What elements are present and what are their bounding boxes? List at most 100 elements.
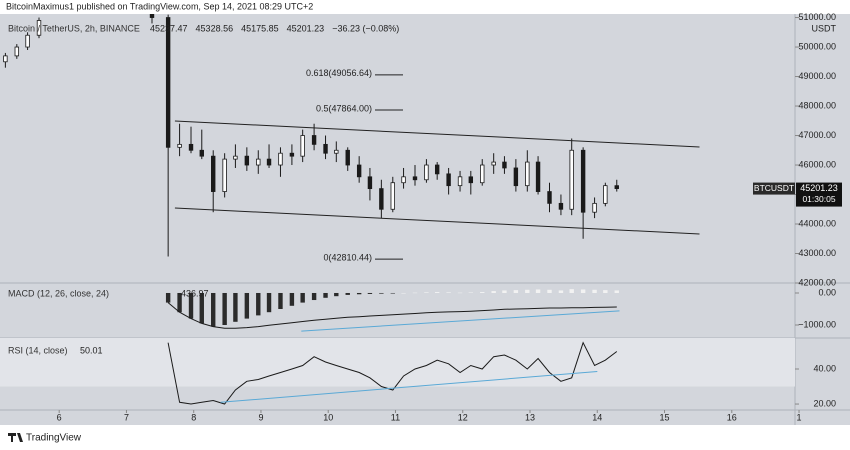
y-tick-label: 51000.00	[798, 12, 836, 22]
macd-histogram-bar	[345, 292, 350, 295]
y-tick-label: 44000.00	[798, 218, 836, 228]
macd-histogram-bar	[188, 292, 194, 319]
candle-body	[603, 185, 608, 204]
candle-body	[535, 161, 541, 192]
macd-histogram-bar	[569, 289, 574, 293]
candle-body	[446, 173, 451, 187]
candle-body	[256, 158, 261, 166]
channel-line	[174, 120, 700, 148]
candle-body	[367, 176, 373, 190]
fib-label: 0.5(47864.00)	[316, 103, 372, 113]
x-tick-label: 7	[124, 412, 129, 422]
symbol-title: Bitcoin / TetherUS, 2h, BINANCE	[8, 23, 140, 33]
macd-trendline	[301, 310, 620, 332]
candle-body	[300, 135, 305, 157]
candle-body	[457, 176, 463, 187]
candle-body	[525, 161, 530, 187]
macd-histogram-bar	[592, 289, 597, 293]
ohlc-legend-value: −36.23 (−0.08%)	[332, 23, 399, 33]
macd-histogram-bar	[278, 292, 283, 309]
x-tick-label: 11	[391, 412, 400, 422]
macd-histogram-bar	[480, 292, 485, 293]
candle-body	[149, 14, 155, 18]
y-tick-label: 50000.00	[798, 41, 836, 51]
macd-histogram-bar	[468, 292, 474, 294]
rsi-legend-value: 50.01	[80, 345, 103, 355]
macd-histogram-bar	[535, 289, 541, 293]
y-tick-label: 40.00	[813, 363, 836, 373]
candle-body	[345, 149, 350, 166]
candle-body	[244, 155, 250, 166]
candle-body	[491, 161, 496, 166]
candle-body	[513, 167, 519, 187]
macd-histogram-bar	[165, 292, 171, 303]
candle-body	[356, 164, 362, 178]
macd-histogram-bar	[424, 292, 429, 293]
x-tick-label: 1	[797, 412, 802, 422]
macd-histogram-bar	[379, 292, 384, 294]
candle-body	[547, 191, 552, 204]
last-price-symbol-box	[753, 182, 795, 195]
macd-histogram-bar	[580, 289, 586, 293]
fib-label: 0(42810.44)	[323, 252, 372, 262]
x-tick-label: 15	[660, 412, 670, 422]
macd-histogram-bar	[558, 290, 564, 293]
pane	[0, 338, 795, 405]
candle-body	[569, 149, 574, 210]
last-price-symbol: BTCUSDT	[754, 183, 794, 193]
candle-body	[278, 152, 283, 166]
ohlc-legend-value: 45201.23	[287, 23, 325, 33]
candle-body	[323, 143, 328, 154]
candle-body	[390, 182, 395, 210]
ohlc-legend-value: 45237.47	[150, 23, 188, 33]
y-tick-label: 0.00	[818, 287, 836, 297]
candle-body	[165, 17, 171, 148]
y-tick-label: 42000.00	[798, 277, 836, 287]
macd-histogram-bar	[300, 292, 305, 303]
macd-histogram-bar	[311, 292, 317, 301]
macd-histogram-bar	[266, 292, 272, 313]
ohlc-legend-value: 45175.85	[241, 23, 279, 33]
last-price-box	[796, 182, 842, 207]
fib-label: 0.618(49056.64)	[306, 68, 372, 78]
rsi-title: RSI (14, close)	[8, 345, 68, 355]
macd-histogram-bar	[211, 292, 216, 327]
candle-body	[188, 143, 194, 151]
candle-body	[222, 158, 227, 192]
candle-body	[502, 161, 507, 169]
x-tick-label: 9	[258, 412, 263, 422]
candle-body	[36, 20, 42, 36]
candle-body	[233, 155, 238, 160]
chart-layer: 0.618(49056.64) 0.5(47864.00) 0(42810.44) 4…	[0, 12, 836, 408]
candle-body	[334, 149, 339, 154]
candle-body	[177, 143, 182, 148]
footer-brand: TradingView	[26, 433, 82, 444]
tradingview-logo	[8, 433, 23, 442]
candle-body	[424, 164, 429, 181]
macd-histogram-bar	[434, 292, 440, 293]
macd-histogram-bar	[491, 291, 496, 293]
macd-histogram-bar	[603, 290, 608, 293]
channel-line	[174, 207, 700, 235]
macd-histogram-bar	[446, 292, 451, 293]
currency: USDT	[812, 23, 837, 33]
macd-histogram-bar	[289, 292, 295, 306]
macd-histogram-bar	[401, 292, 406, 294]
candle-body	[412, 176, 418, 181]
macd-histogram-bar	[390, 292, 395, 294]
macd-histogram-bar	[256, 292, 261, 316]
last-price-countdown: 01:30:05	[802, 194, 835, 204]
last-price-value: 45201.23	[800, 183, 838, 193]
macd-histogram-bar	[323, 292, 328, 298]
candle-body	[25, 34, 30, 48]
macd-histogram-bar	[513, 290, 519, 293]
candle-body	[468, 176, 474, 184]
macd-histogram-bar	[367, 292, 373, 294]
macd-histogram-bar	[199, 292, 204, 324]
candle-body	[14, 46, 20, 57]
x-tick-label: 6	[57, 412, 62, 422]
macd-histogram-bar	[525, 289, 530, 293]
macd-histogram-bar	[222, 292, 227, 326]
publisher: BitcoinMaximus1 published on TradingView…	[6, 1, 313, 11]
